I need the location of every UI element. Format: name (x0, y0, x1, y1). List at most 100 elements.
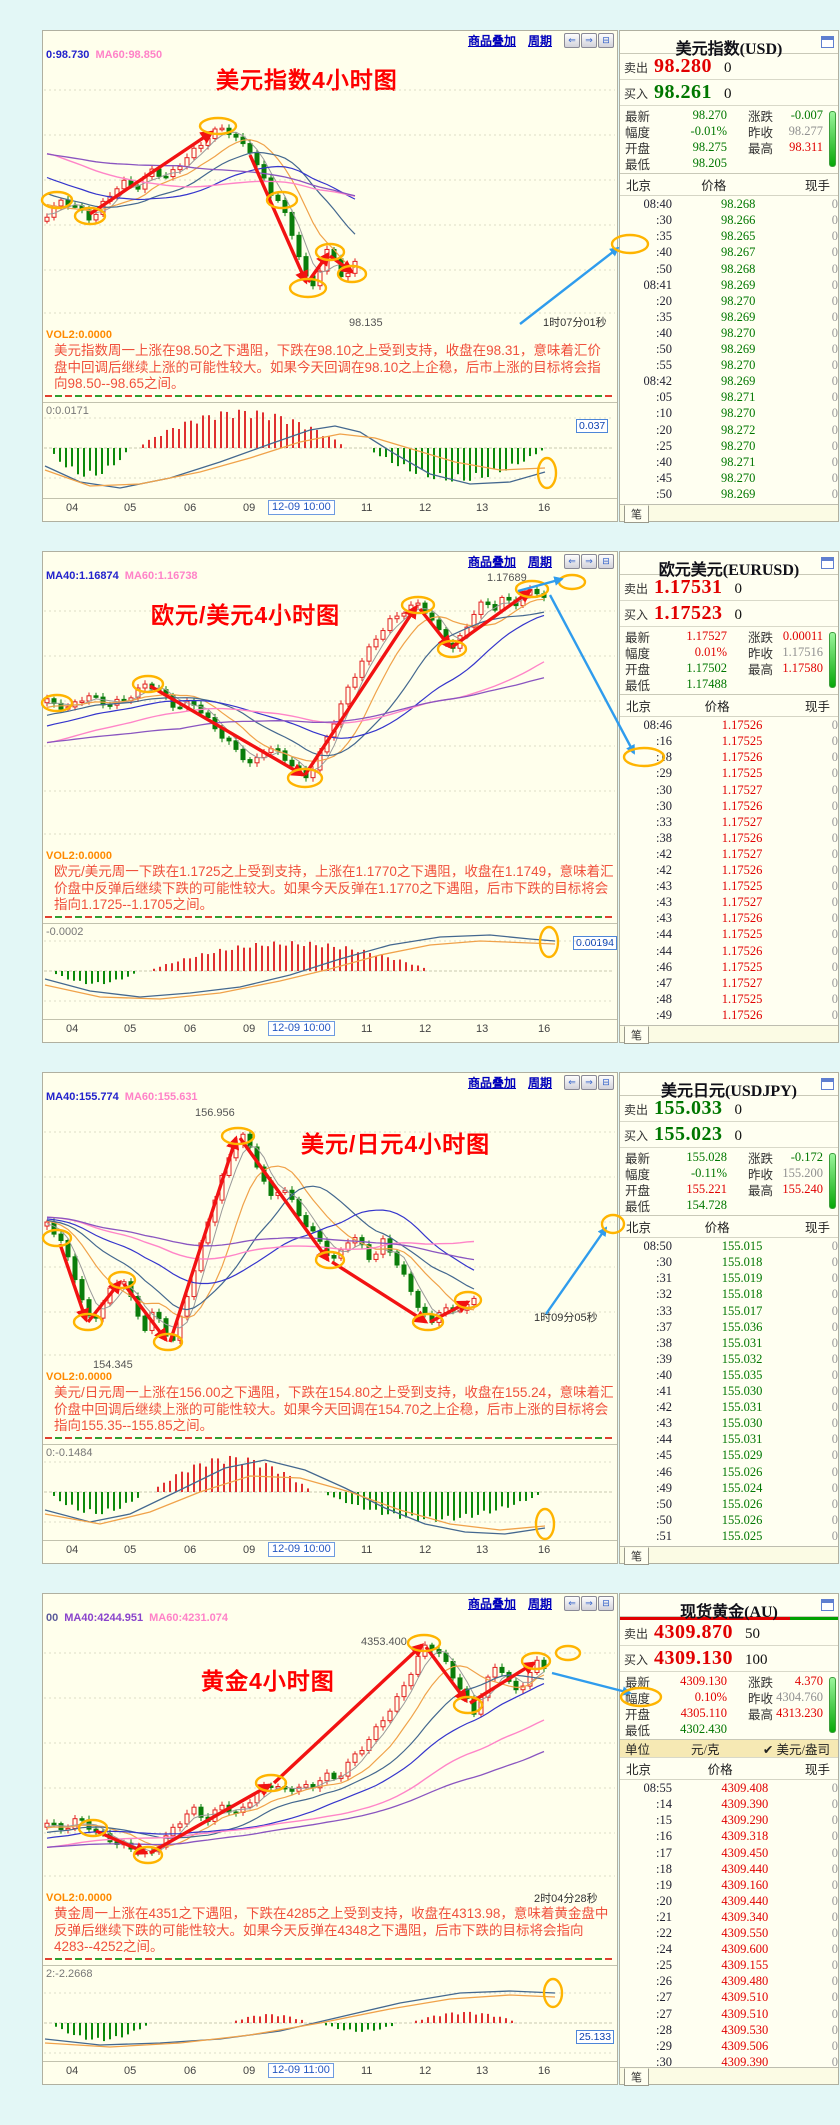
tab-tick[interactable]: 笔 (624, 505, 649, 523)
tick-row[interactable]: :24 4309.600 0 (620, 1941, 838, 1957)
tick-row[interactable]: :27 4309.510 0 (620, 2006, 838, 2022)
buy-quote-row[interactable]: 买入 98.261 0 (620, 80, 838, 106)
tick-row[interactable]: :43 1.17525 0 (620, 878, 838, 894)
tick-row[interactable]: :20 4309.440 0 (620, 1893, 838, 1909)
tick-row[interactable]: :43 155.030 0 (620, 1415, 838, 1431)
scroll-right-icon[interactable]: ⇒ (581, 554, 597, 569)
tick-row[interactable]: :40 98.271 0 (620, 454, 838, 470)
tick-row[interactable]: 08:42 98.269 0 (620, 373, 838, 389)
tick-row[interactable]: :27 4309.510 0 (620, 1989, 838, 2005)
tick-row[interactable]: :18 1.17526 0 (620, 749, 838, 765)
tick-row[interactable]: :35 98.269 0 (620, 309, 838, 325)
tick-row[interactable]: :39 155.032 0 (620, 1351, 838, 1367)
tick-row[interactable]: :40 98.267 0 (620, 244, 838, 260)
scroll-right-icon[interactable]: ⇒ (581, 33, 597, 48)
tick-row[interactable]: :43 1.17527 0 (620, 894, 838, 910)
tick-row[interactable]: :50 155.026 0 (620, 1496, 838, 1512)
scrollbar-thumb[interactable] (829, 111, 836, 167)
buy-quote-row[interactable]: 买入 4309.130 100 (620, 1646, 838, 1672)
minimize-icon[interactable]: ⊟ (598, 554, 614, 569)
tick-row[interactable]: :18 4309.440 0 (620, 1861, 838, 1877)
tick-row[interactable]: 08:41 98.269 0 (620, 277, 838, 293)
tick-row[interactable]: :31 155.019 0 (620, 1270, 838, 1286)
scrollbar-thumb[interactable] (829, 1677, 836, 1733)
unit-cny-option[interactable]: 元/克 (691, 1743, 720, 1758)
tick-row[interactable]: :47 1.17527 0 (620, 975, 838, 991)
tick-row[interactable]: :40 155.035 0 (620, 1367, 838, 1383)
scroll-left-icon[interactable]: ⇐ (564, 1596, 580, 1611)
tick-row[interactable]: 08:46 1.17526 0 (620, 717, 838, 734)
restore-window-icon[interactable] (821, 557, 834, 569)
tick-row[interactable]: :05 98.271 0 (620, 389, 838, 405)
period-link[interactable]: 周期 (527, 34, 552, 48)
scroll-right-icon[interactable]: ⇒ (581, 1596, 597, 1611)
tick-row[interactable]: :50 98.269 0 (620, 341, 838, 357)
scroll-left-icon[interactable]: ⇐ (564, 33, 580, 48)
tick-row[interactable]: :22 4309.550 0 (620, 1925, 838, 1941)
tick-row[interactable]: 08:55 4309.408 0 (620, 1780, 838, 1797)
tick-row[interactable]: :17 4309.450 0 (620, 1845, 838, 1861)
sell-quote-row[interactable]: 卖出 4309.870 50 (620, 1620, 838, 1646)
tick-row[interactable]: :50 98.268 0 (620, 261, 838, 277)
tick-row[interactable]: :44 1.17525 0 (620, 926, 838, 942)
buy-quote-row[interactable]: 买入 1.17523 0 (620, 601, 838, 627)
tick-row[interactable]: :44 155.031 0 (620, 1431, 838, 1447)
tick-row[interactable]: :30 98.266 0 (620, 212, 838, 228)
tick-row[interactable]: :45 98.270 0 (620, 470, 838, 486)
tick-row[interactable]: :20 98.270 0 (620, 293, 838, 309)
tab-tick[interactable]: 笔 (624, 2068, 649, 2086)
overlay-settings-link[interactable]: 商品叠加 (467, 1076, 516, 1090)
tick-row[interactable]: :32 155.018 0 (620, 1286, 838, 1302)
tick-row[interactable]: :33 1.17527 0 (620, 814, 838, 830)
tick-row[interactable]: :30 1.17526 0 (620, 798, 838, 814)
restore-window-icon[interactable] (821, 1599, 834, 1611)
tick-row[interactable]: :44 1.17526 0 (620, 943, 838, 959)
tick-row[interactable]: :33 155.017 0 (620, 1303, 838, 1319)
tick-row[interactable]: :19 4309.160 0 (620, 1877, 838, 1893)
sell-quote-row[interactable]: 卖出 98.280 0 (620, 54, 838, 80)
minimize-icon[interactable]: ⊟ (598, 1596, 614, 1611)
tick-row[interactable]: :16 1.17525 0 (620, 733, 838, 749)
scroll-left-icon[interactable]: ⇐ (564, 1075, 580, 1090)
tick-row[interactable]: :20 98.272 0 (620, 422, 838, 438)
tick-row[interactable]: :46 1.17525 0 (620, 959, 838, 975)
tick-row[interactable]: :38 155.031 0 (620, 1335, 838, 1351)
tick-row[interactable]: :50 155.026 0 (620, 1512, 838, 1528)
tick-row[interactable]: :49 1.17526 0 (620, 1007, 838, 1023)
tick-row[interactable]: :16 4309.318 0 (620, 1828, 838, 1844)
tick-row[interactable]: :42 155.031 0 (620, 1399, 838, 1415)
restore-window-icon[interactable] (821, 1078, 834, 1090)
tick-row[interactable]: :40 98.270 0 (620, 325, 838, 341)
tick-row[interactable]: :45 155.029 0 (620, 1447, 838, 1463)
tick-row[interactable]: :48 1.17525 0 (620, 991, 838, 1007)
scroll-left-icon[interactable]: ⇐ (564, 554, 580, 569)
tick-row[interactable]: :37 155.036 0 (620, 1319, 838, 1335)
tick-row[interactable]: 08:50 155.015 0 (620, 1238, 838, 1255)
minimize-icon[interactable]: ⊟ (598, 33, 614, 48)
tick-row[interactable]: :42 1.17526 0 (620, 862, 838, 878)
overlay-settings-link[interactable]: 商品叠加 (467, 34, 516, 48)
tick-row[interactable]: :28 4309.530 0 (620, 2022, 838, 2038)
tick-row[interactable]: 08:40 98.268 0 (620, 196, 838, 213)
tick-row[interactable]: :41 155.030 0 (620, 1383, 838, 1399)
tick-row[interactable]: :55 98.270 0 (620, 357, 838, 373)
tick-row[interactable]: :30 1.17527 0 (620, 782, 838, 798)
tick-row[interactable]: :10 98.270 0 (620, 405, 838, 421)
tab-tick[interactable]: 笔 (624, 1026, 649, 1044)
tick-row[interactable]: :29 1.17525 0 (620, 765, 838, 781)
scrollbar-thumb[interactable] (829, 1153, 836, 1209)
tick-row[interactable]: :21 4309.340 0 (620, 1909, 838, 1925)
tick-row[interactable]: :14 4309.390 0 (620, 1796, 838, 1812)
tick-row[interactable]: :50 98.269 0 (620, 486, 838, 502)
period-link[interactable]: 周期 (527, 1597, 552, 1611)
tick-row[interactable]: :25 4309.155 0 (620, 1957, 838, 1973)
tick-row[interactable]: :42 1.17527 0 (620, 846, 838, 862)
tick-row[interactable]: :30 155.018 0 (620, 1254, 838, 1270)
tick-row[interactable]: :26 4309.480 0 (620, 1973, 838, 1989)
restore-window-icon[interactable] (821, 36, 834, 48)
period-link[interactable]: 周期 (527, 555, 552, 569)
tick-row[interactable]: :38 1.17526 0 (620, 830, 838, 846)
scrollbar-thumb[interactable] (829, 632, 836, 688)
unit-selector-row[interactable]: 单位 元/克 ✔ 美元/盎司 (620, 1740, 838, 1759)
tick-row[interactable]: :29 4309.506 0 (620, 2038, 838, 2054)
